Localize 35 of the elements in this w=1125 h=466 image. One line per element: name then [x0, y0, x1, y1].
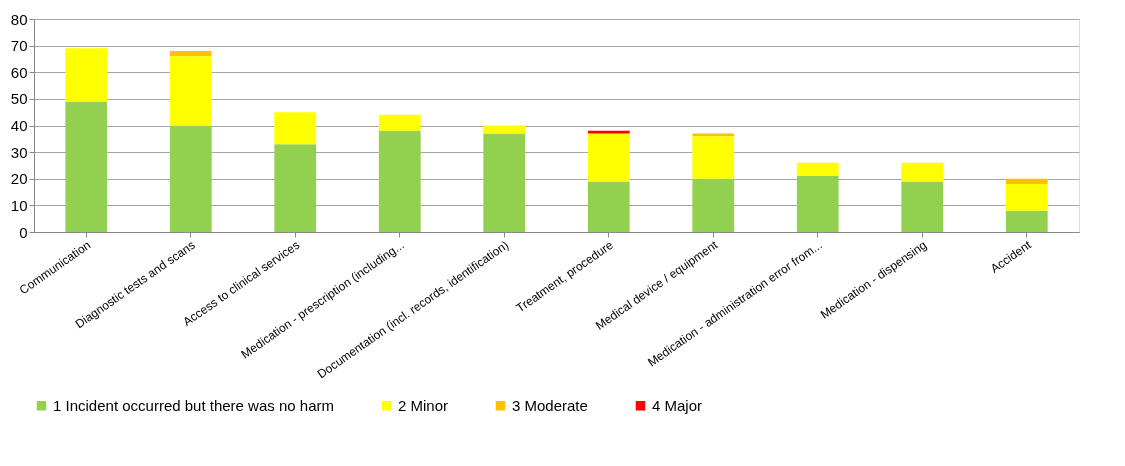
- y-tick-label: 80: [10, 10, 28, 28]
- y-tick-label: 60: [10, 63, 28, 81]
- bar: [274, 112, 317, 145]
- y-tick-label: 20: [10, 170, 28, 188]
- bar: [274, 144, 317, 232]
- y-tick-label: 30: [10, 143, 28, 161]
- bar: [378, 130, 421, 232]
- bar: [169, 56, 212, 126]
- legend-label: 1 Incident occurred but there was no harm: [53, 396, 334, 414]
- y-tick-label: 50: [10, 90, 28, 108]
- bar: [1005, 178, 1048, 185]
- legend-label: 3 Moderate: [512, 396, 588, 414]
- bar: [378, 114, 421, 131]
- bar: [901, 181, 944, 232]
- y-tick-label: 40: [10, 117, 28, 134]
- bar: [587, 181, 630, 232]
- bar: [692, 136, 735, 179]
- bar: [65, 101, 108, 232]
- legend-label: 2 Minor: [398, 396, 449, 414]
- bar: [169, 125, 212, 232]
- bar: [796, 176, 839, 232]
- y-tick-label: 10: [10, 196, 28, 214]
- bar: [65, 48, 108, 102]
- bar: [1005, 210, 1048, 232]
- bar: [901, 162, 944, 182]
- bar: [1005, 184, 1048, 211]
- bar: [587, 133, 630, 182]
- bar: [796, 162, 839, 177]
- y-tick-label: 0: [19, 223, 28, 241]
- y-tick-label: 70: [10, 37, 28, 55]
- legend-label: 4 Major: [652, 396, 703, 414]
- bar: [692, 133, 735, 137]
- bar: [692, 178, 735, 232]
- bar: [483, 133, 526, 232]
- bar: [169, 50, 212, 57]
